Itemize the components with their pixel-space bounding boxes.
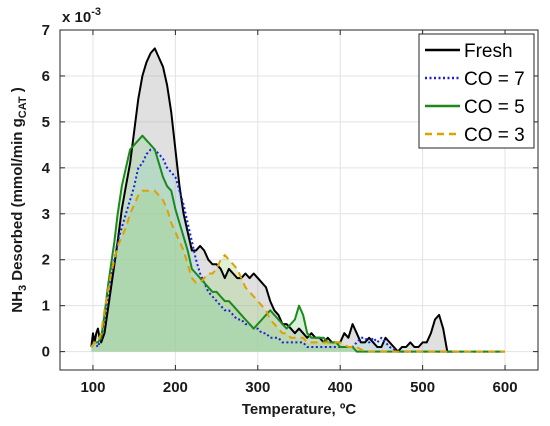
series-lines [90, 47, 505, 353]
y-label-mid: Desorbed (mmol/min g [9, 118, 26, 285]
line-co-5 [90, 134, 505, 353]
y-label-post: ) [9, 87, 26, 96]
legend-label-fresh: Fresh [464, 41, 513, 62]
y-axis-multiplier: x 10-3 [62, 6, 101, 26]
y-axis-label: NH3 Desorbed (mmol/min gCAT ) [9, 87, 29, 312]
legend-label-co-7: CO = 7 [464, 69, 525, 90]
legend-label-co-5: CO = 5 [464, 97, 525, 118]
y-tick-label: 0 [42, 344, 50, 361]
axis-ticks: 100 200 300 400 500 600 0 1 2 3 4 5 6 7 [42, 22, 538, 396]
y-multiplier-base: x 10 [62, 9, 91, 26]
y-multiplier-exponent: -3 [91, 6, 101, 18]
y-tick-label: 6 [42, 68, 50, 85]
x-tick-label: 200 [163, 379, 188, 396]
area-co-3 [91, 190, 506, 352]
x-tick-label: 100 [80, 379, 105, 396]
x-tick-label: 300 [245, 379, 270, 396]
x-tick-label: 600 [493, 379, 518, 396]
x-tick-label: 400 [328, 379, 353, 396]
area-fills [91, 48, 506, 352]
y-label-sub2: CAT [17, 96, 29, 118]
area-co-5 [91, 135, 506, 352]
line-fresh [90, 47, 456, 353]
line-co-3 [90, 189, 505, 353]
legend-box [418, 33, 535, 149]
legend-label-co-3: CO = 3 [464, 125, 525, 146]
y-tick-label: 3 [42, 206, 50, 223]
y-tick-label: 2 [42, 252, 50, 269]
y-tick-label: 1 [42, 298, 50, 315]
area-fresh [91, 48, 456, 352]
y-tick-label: 7 [42, 22, 50, 39]
y-label-pre: NH [9, 291, 26, 313]
y-tick-label: 5 [42, 114, 50, 131]
area-co-7 [91, 149, 506, 352]
legend: Fresh CO = 7 CO = 5 CO = 3 [418, 33, 535, 149]
y-label-sub1: 3 [17, 285, 29, 291]
plot-frame [59, 29, 539, 371]
x-axis-label: Temperature, ºC [242, 401, 357, 418]
y-tick-label: 4 [42, 160, 51, 177]
x-tick-label: 500 [410, 379, 435, 396]
